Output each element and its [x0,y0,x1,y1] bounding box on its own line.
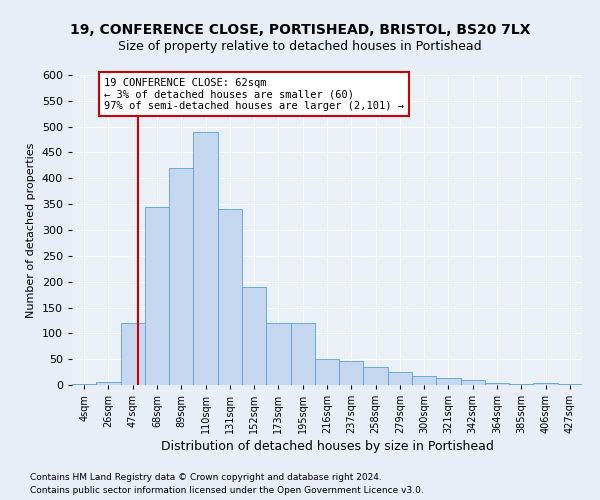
Bar [145,207,169,385]
Bar [72,384,96,385]
Bar [169,168,193,385]
Bar [533,384,558,385]
Text: Contains HM Land Registry data © Crown copyright and database right 2024.: Contains HM Land Registry data © Crown c… [30,474,382,482]
Bar [558,384,582,385]
X-axis label: Distribution of detached houses by size in Portishead: Distribution of detached houses by size … [161,440,493,454]
Bar [412,376,436,385]
Text: Size of property relative to detached houses in Portishead: Size of property relative to detached ho… [118,40,482,53]
Bar [436,378,461,385]
Bar [509,384,533,385]
Text: 19 CONFERENCE CLOSE: 62sqm
← 3% of detached houses are smaller (60)
97% of semi-: 19 CONFERENCE CLOSE: 62sqm ← 3% of detac… [104,78,404,111]
Bar [121,323,145,385]
Bar [96,382,121,385]
Bar [388,372,412,385]
Text: Contains public sector information licensed under the Open Government Licence v3: Contains public sector information licen… [30,486,424,495]
Bar [266,323,290,385]
Bar [193,132,218,385]
Bar [218,210,242,385]
Bar [461,380,485,385]
Bar [364,367,388,385]
Bar [485,384,509,385]
Bar [242,287,266,385]
Bar [290,323,315,385]
Bar [315,359,339,385]
Text: 19, CONFERENCE CLOSE, PORTISHEAD, BRISTOL, BS20 7LX: 19, CONFERENCE CLOSE, PORTISHEAD, BRISTO… [70,22,530,36]
Bar [339,360,364,385]
Y-axis label: Number of detached properties: Number of detached properties [26,142,36,318]
